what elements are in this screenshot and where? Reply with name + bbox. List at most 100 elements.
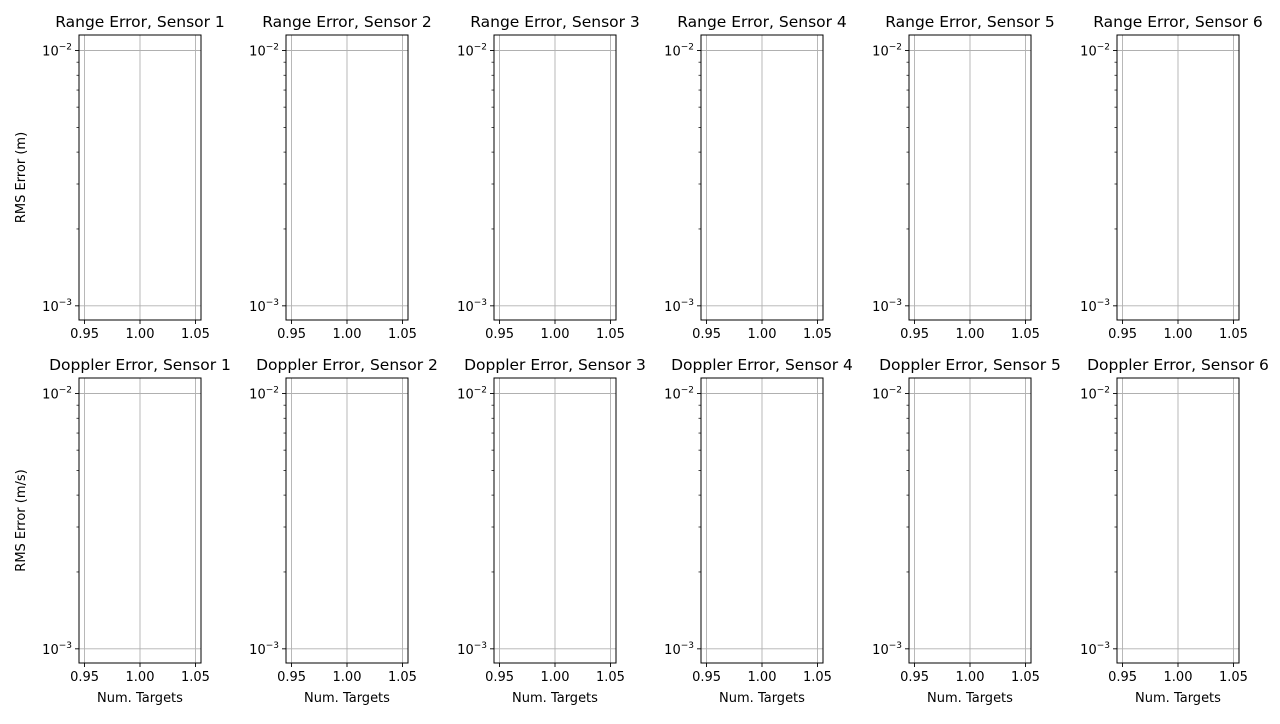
x-tick-label: 0.95 [692,327,721,342]
x-axis-label: Num. Targets [1135,691,1221,706]
axes-frame [700,377,824,664]
y-tick-label: 10−2 [42,385,72,402]
x-tick-label: 0.95 [277,327,306,342]
axes-frame [908,377,1032,664]
x-tick-label: 1.00 [956,327,985,342]
x-tick-label: 1.05 [1219,670,1248,685]
subplot-title: Doppler Error, Sensor 2 [256,356,438,374]
subplot-doppler-sensor-1: 0.95 1.00 1.05 10−3 10−2 Doppler Error, Senso… [14,356,231,706]
x-tick-label: 1.05 [181,327,210,342]
x-tick-label: 0.95 [277,670,306,685]
y-tick-label: 10−2 [872,385,902,402]
x-tick-label: 0.95 [70,327,99,342]
x-tick-label: 0.95 [900,327,929,342]
subplot-doppler-sensor-2: 0.95 1.00 1.05 10−3 10−2 Doppler Error, Senso… [249,356,438,706]
x-tick-label: 1.05 [803,670,832,685]
y-tick-label: 10−2 [42,42,72,59]
y-tick-label: 10−2 [249,385,279,402]
x-tick-label: 1.05 [596,327,625,342]
x-tick-label: 1.05 [181,670,210,685]
y-tick-label: 10−3 [457,298,487,315]
x-tick-label: 1.05 [596,670,625,685]
subplot-title: Range Error, Sensor 1 [55,13,225,31]
x-tick-label: 1.05 [388,670,417,685]
subplot-title: Range Error, Sensor 4 [677,13,847,31]
y-tick-label: 10−3 [664,641,694,658]
subplot-title: Range Error, Sensor 3 [470,13,640,31]
x-tick-label: 1.05 [803,327,832,342]
y-axis-label: RMS Error (m) [14,132,29,223]
subplot-title: Doppler Error, Sensor 6 [1087,356,1269,374]
subplot-title: Range Error, Sensor 2 [262,13,432,31]
x-axis-label: Num. Targets [304,691,390,706]
axes-frame [908,34,1032,321]
axes-frame [493,377,617,664]
axes-frame [493,34,617,321]
y-tick-label: 10−3 [42,298,72,315]
x-tick-label: 0.95 [70,670,99,685]
y-tick-label: 10−2 [664,42,694,59]
y-tick-label: 10−2 [457,42,487,59]
x-tick-label: 0.95 [692,670,721,685]
x-tick-label: 1.00 [541,670,570,685]
y-tick-label: 10−3 [249,641,279,658]
x-tick-label: 1.00 [126,670,155,685]
x-axis-label: Num. Targets [719,691,805,706]
axes-frame [78,34,202,321]
y-axis-label: RMS Error (m/s) [14,469,29,571]
subplot-title: Doppler Error, Sensor 5 [879,356,1061,374]
x-tick-label: 1.00 [333,670,362,685]
x-tick-label: 0.95 [900,670,929,685]
subplot-range-sensor-6: 0.95 1.00 1.05 10−3 10−2 Range Error, Sensor … [1080,13,1263,342]
x-axis-label: Num. Targets [97,691,183,706]
x-tick-label: 1.00 [1164,670,1193,685]
axes-frame [285,377,409,664]
subplot-title: Range Error, Sensor 5 [885,13,1055,31]
subplot-range-sensor-5: 0.95 1.00 1.05 10−3 10−2 Range Error, Sensor … [872,13,1055,342]
y-tick-label: 10−3 [1080,298,1110,315]
subplot-title: Doppler Error, Sensor 3 [464,356,646,374]
y-tick-label: 10−3 [872,298,902,315]
y-tick-label: 10−3 [42,641,72,658]
y-tick-label: 10−2 [457,385,487,402]
subplot-range-sensor-1: 0.95 1.00 1.05 10−3 10−2 Range Error, Sensor … [14,13,225,342]
x-axis-label: Num. Targets [512,691,598,706]
x-axis-label: Num. Targets [927,691,1013,706]
x-tick-label: 0.95 [1108,670,1137,685]
axes-frame [700,34,824,321]
x-tick-label: 1.05 [1219,327,1248,342]
subplot-range-sensor-3: 0.95 1.00 1.05 10−3 10−2 Range Error, Sensor … [457,13,640,342]
y-tick-label: 10−2 [872,42,902,59]
x-tick-label: 0.95 [1108,327,1137,342]
subplot-doppler-sensor-6: 0.95 1.00 1.05 10−3 10−2 Doppler Error, Senso… [1080,356,1269,706]
subplot-title: Range Error, Sensor 6 [1093,13,1263,31]
x-tick-label: 1.00 [126,327,155,342]
subplot-doppler-sensor-3: 0.95 1.00 1.05 10−3 10−2 Doppler Error, Senso… [457,356,646,706]
x-tick-label: 1.00 [1164,327,1193,342]
axes-frame [285,34,409,321]
subplot-range-sensor-4: 0.95 1.00 1.05 10−3 10−2 Range Error, Sensor … [664,13,847,342]
x-tick-label: 1.00 [541,327,570,342]
subplot-doppler-sensor-4: 0.95 1.00 1.05 10−3 10−2 Doppler Error, Senso… [664,356,853,706]
axes-frame [1116,34,1240,321]
y-tick-label: 10−3 [249,298,279,315]
subplot-range-sensor-2: 0.95 1.00 1.05 10−3 10−2 Range Error, Sensor … [249,13,432,342]
y-tick-label: 10−2 [1080,385,1110,402]
axes-frame [1116,377,1240,664]
x-tick-label: 1.00 [956,670,985,685]
y-tick-label: 10−2 [1080,42,1110,59]
axes-frame [78,377,202,664]
y-tick-label: 10−3 [664,298,694,315]
x-tick-label: 1.05 [1011,670,1040,685]
subplot-title: Doppler Error, Sensor 4 [671,356,853,374]
x-tick-label: 1.00 [748,670,777,685]
x-tick-label: 1.05 [388,327,417,342]
y-tick-label: 10−3 [1080,641,1110,658]
x-tick-label: 0.95 [485,327,514,342]
y-tick-label: 10−3 [457,641,487,658]
x-tick-label: 1.00 [333,327,362,342]
x-tick-label: 1.05 [1011,327,1040,342]
subplot-doppler-sensor-5: 0.95 1.00 1.05 10−3 10−2 Doppler Error, Senso… [872,356,1061,706]
